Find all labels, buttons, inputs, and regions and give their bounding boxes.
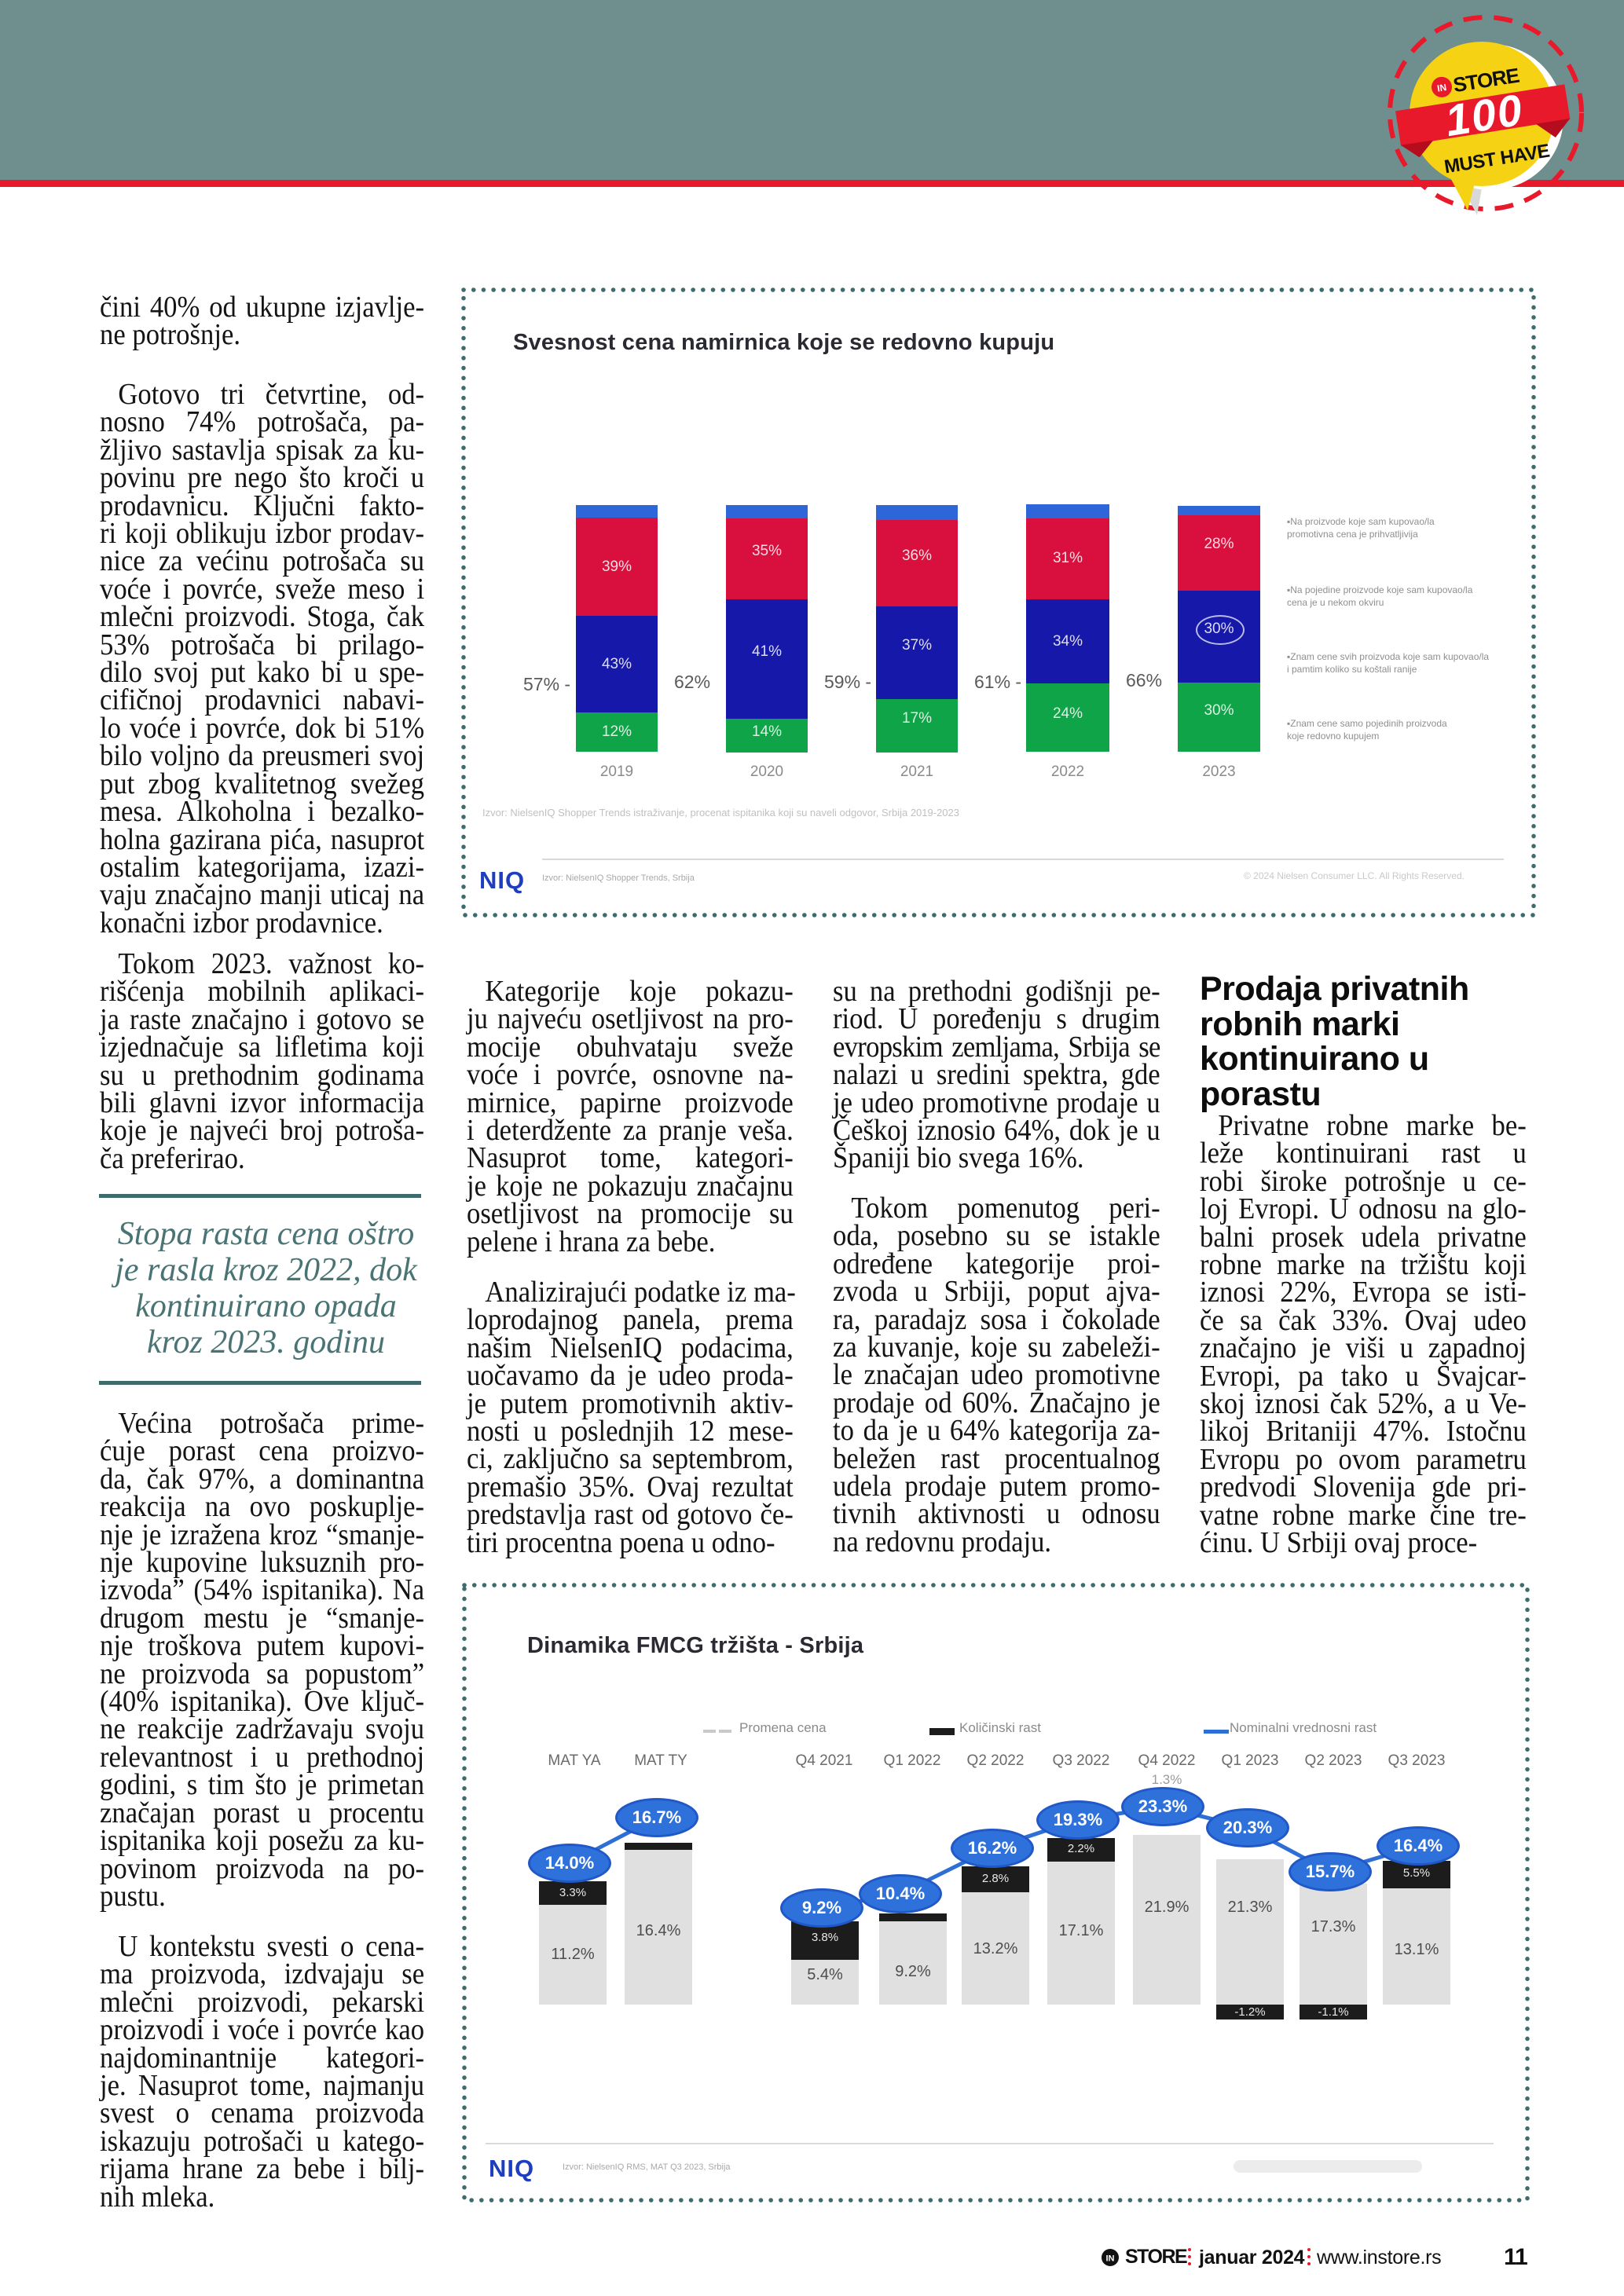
svg-text:100: 100 xyxy=(1442,84,1527,145)
svg-text:IN: IN xyxy=(1436,82,1447,94)
svg-text:IN: IN xyxy=(1106,2254,1115,2264)
